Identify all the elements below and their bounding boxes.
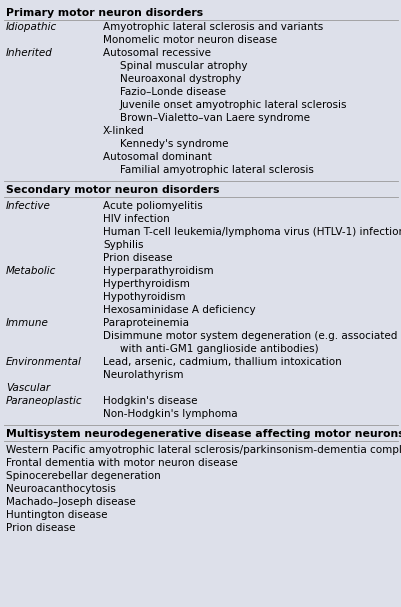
Text: X-linked: X-linked <box>103 126 144 136</box>
Text: Hyperparathyroidism: Hyperparathyroidism <box>103 266 213 276</box>
Text: Fazio–Londe disease: Fazio–Londe disease <box>120 87 225 97</box>
Text: Amyotrophic lateral sclerosis and variants: Amyotrophic lateral sclerosis and varian… <box>103 22 322 32</box>
Text: HIV infection: HIV infection <box>103 214 169 224</box>
Text: with anti-GM1 ganglioside antibodies): with anti-GM1 ganglioside antibodies) <box>120 344 318 354</box>
Text: Spinocerebellar degeneration: Spinocerebellar degeneration <box>6 471 160 481</box>
Text: Spinal muscular atrophy: Spinal muscular atrophy <box>120 61 247 71</box>
Text: Non-Hodgkin's lymphoma: Non-Hodgkin's lymphoma <box>103 409 237 419</box>
Text: Hypothyroidism: Hypothyroidism <box>103 292 185 302</box>
Text: Western Pacific amyotrophic lateral sclerosis/parkinsonism-dementia complex: Western Pacific amyotrophic lateral scle… <box>6 445 401 455</box>
Text: Lead, arsenic, cadmium, thallium intoxication: Lead, arsenic, cadmium, thallium intoxic… <box>103 357 341 367</box>
Text: Hyperthyroidism: Hyperthyroidism <box>103 279 189 289</box>
Text: Syphilis: Syphilis <box>103 240 143 250</box>
Text: Human T-cell leukemia/lymphoma virus (HTLV-1) infection: Human T-cell leukemia/lymphoma virus (HT… <box>103 227 401 237</box>
Text: Immune: Immune <box>6 318 49 328</box>
Text: Familial amyotrophic lateral sclerosis: Familial amyotrophic lateral sclerosis <box>120 165 313 175</box>
Text: Autosomal recessive: Autosomal recessive <box>103 48 211 58</box>
Text: Neuroacanthocytosis: Neuroacanthocytosis <box>6 484 115 494</box>
Text: Environmental: Environmental <box>6 357 82 367</box>
Text: Prion disease: Prion disease <box>103 253 172 263</box>
Text: Vascular: Vascular <box>6 383 50 393</box>
Text: Acute poliomyelitis: Acute poliomyelitis <box>103 201 202 211</box>
Text: Neurolathyrism: Neurolathyrism <box>103 370 183 380</box>
Text: Hexosaminidase A deficiency: Hexosaminidase A deficiency <box>103 305 255 315</box>
Text: Paraproteinemia: Paraproteinemia <box>103 318 188 328</box>
Text: Primary motor neuron disorders: Primary motor neuron disorders <box>6 8 203 18</box>
Text: Paraneoplastic: Paraneoplastic <box>6 396 83 406</box>
Text: Neuroaxonal dystrophy: Neuroaxonal dystrophy <box>120 74 241 84</box>
Text: Idiopathic: Idiopathic <box>6 22 57 32</box>
Text: Juvenile onset amyotrophic lateral sclerosis: Juvenile onset amyotrophic lateral scler… <box>120 100 346 110</box>
Text: Hodgkin's disease: Hodgkin's disease <box>103 396 197 406</box>
Text: Prion disease: Prion disease <box>6 523 75 533</box>
Text: Monomelic motor neuron disease: Monomelic motor neuron disease <box>103 35 276 45</box>
Text: Infective: Infective <box>6 201 51 211</box>
Text: Machado–Joseph disease: Machado–Joseph disease <box>6 497 136 507</box>
Text: Inherited: Inherited <box>6 48 53 58</box>
Text: Metabolic: Metabolic <box>6 266 56 276</box>
Text: Disimmune motor system degeneration (e.g. associated: Disimmune motor system degeneration (e.g… <box>103 331 396 341</box>
Text: Multisystem neurodegenerative disease affecting motor neurons: Multisystem neurodegenerative disease af… <box>6 429 401 439</box>
Text: Huntington disease: Huntington disease <box>6 510 107 520</box>
Text: Frontal dementia with motor neuron disease: Frontal dementia with motor neuron disea… <box>6 458 237 468</box>
Text: Brown–Vialetto–van Laere syndrome: Brown–Vialetto–van Laere syndrome <box>120 113 309 123</box>
Text: Secondary motor neuron disorders: Secondary motor neuron disorders <box>6 185 219 195</box>
Text: Kennedy's syndrome: Kennedy's syndrome <box>120 139 228 149</box>
Text: Autosomal dominant: Autosomal dominant <box>103 152 211 162</box>
